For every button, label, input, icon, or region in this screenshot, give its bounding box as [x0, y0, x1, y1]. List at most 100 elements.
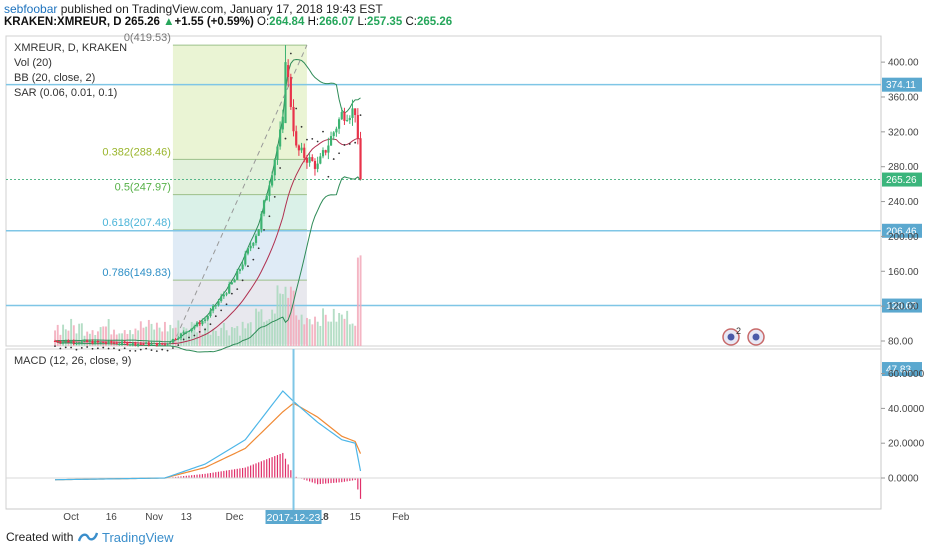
candle-body	[212, 306, 215, 311]
sar-dot	[348, 143, 351, 145]
candle-body	[174, 338, 177, 340]
sar-dot	[295, 107, 298, 110]
fib-level-label: 0.5(247.97)	[115, 182, 171, 194]
price-tick-label: 400.00	[888, 58, 919, 69]
high-label: H:	[307, 16, 320, 28]
volume-bar	[188, 331, 190, 346]
volume-bar	[212, 328, 215, 346]
candle-body	[324, 150, 327, 153]
volume-bar	[150, 323, 153, 346]
volume-bar	[91, 330, 94, 346]
volume-bar	[161, 331, 164, 346]
candle-body	[67, 340, 70, 343]
fib-labels: 0(419.53) 0.382(288.46) 0.5(247.97) 0.618(2…	[102, 33, 171, 279]
volume-bar	[247, 323, 249, 346]
volume-bar	[177, 320, 180, 346]
macd-legend[interactable]: MACD (12, 26, close, 9)	[14, 354, 131, 369]
volume-bar	[220, 327, 223, 346]
symbol-header: KRAKEN:XMREUR, D 265.26 ▲+1.55 (+0.59%) …	[4, 16, 452, 28]
symbol-name: KRAKEN:XMREUR, D	[4, 16, 122, 28]
volume-bar	[142, 327, 145, 346]
candle-body	[131, 342, 134, 345]
price-tick-label: 200.00	[888, 232, 919, 243]
candle-body	[112, 342, 116, 344]
volume-bar	[263, 321, 266, 346]
candle-body	[169, 342, 172, 344]
legend-sar[interactable]: SAR (0.06, 0.01, 0.1)	[14, 87, 118, 99]
volume-bar	[255, 308, 257, 346]
candle-body	[56, 341, 59, 343]
candle-body	[72, 341, 75, 344]
candle-body	[203, 319, 207, 321]
legend-macd[interactable]: MACD (12, 26, close, 9)	[14, 355, 132, 367]
volume-bar	[343, 318, 346, 346]
candle-body	[150, 343, 153, 346]
fib-retracement[interactable]	[172, 44, 308, 345]
candle-body	[107, 341, 110, 343]
volume-bar	[268, 319, 271, 346]
candle-body	[128, 344, 132, 346]
candle-body	[225, 293, 228, 295]
volume-bar	[201, 334, 204, 346]
sar-dot	[177, 344, 180, 346]
author-link[interactable]: sebfoobar	[4, 2, 58, 16]
volume-bar	[118, 333, 121, 346]
candle-body	[120, 341, 124, 344]
price-level-badge	[882, 362, 922, 377]
sar-dot	[241, 279, 244, 282]
volume-bar	[249, 322, 252, 346]
candle-body	[217, 301, 220, 306]
tradingview-brand[interactable]: TradingView	[102, 530, 174, 545]
volume-bar	[198, 322, 201, 346]
volume-bar	[306, 317, 308, 346]
price-tick-label: 160.00	[888, 267, 919, 278]
candle-body	[206, 316, 209, 320]
volume-bar	[228, 335, 231, 346]
volume-bar	[300, 314, 303, 346]
sar-dot	[150, 349, 153, 352]
legend-title: XMREUR, D, KRAKEN	[14, 42, 128, 54]
candle-body	[64, 340, 67, 342]
macd-pane[interactable]	[5, 348, 882, 510]
candle-body	[228, 284, 231, 294]
candle-body	[292, 106, 295, 132]
fib-zone	[172, 45, 307, 160]
dividend-event-icon-dot	[752, 333, 760, 341]
candle-body	[241, 264, 244, 270]
crosshair-date-box	[265, 510, 322, 524]
legend-bollinger[interactable]: BB (20, close, 2)	[14, 72, 96, 84]
candle-body	[327, 145, 330, 153]
candle-body	[171, 338, 175, 343]
candle-body	[254, 235, 258, 243]
sar-dot	[354, 141, 357, 144]
volume-bar	[351, 323, 354, 346]
tradingview-logo-icon[interactable]	[78, 529, 98, 545]
sar-dot	[59, 347, 62, 350]
candle-body	[80, 341, 83, 343]
volume-bar	[153, 329, 156, 346]
candle-body	[335, 128, 338, 133]
volume-bar	[174, 327, 177, 346]
candle-body	[257, 229, 260, 236]
candle-body	[236, 271, 239, 280]
fib-zone	[172, 159, 307, 195]
main-pane[interactable]	[5, 35, 882, 347]
volume-bar	[166, 331, 169, 346]
candle-body	[161, 343, 164, 345]
event-count-label: 2	[736, 326, 741, 336]
volume-bar	[273, 313, 276, 346]
price-level-badge	[882, 77, 922, 92]
volume-bar	[340, 314, 343, 346]
sar-dot	[338, 152, 340, 155]
volume-bar	[145, 326, 148, 346]
sar-dot	[214, 315, 217, 318]
sar-dot	[327, 175, 330, 178]
legend-volume[interactable]: Vol (20)	[14, 57, 52, 69]
volume-bar	[265, 320, 268, 346]
volume-bar	[279, 293, 282, 346]
candle-body	[83, 340, 86, 342]
volume-bar	[172, 328, 174, 346]
volume-bar	[214, 330, 217, 346]
candle-body	[115, 343, 118, 345]
